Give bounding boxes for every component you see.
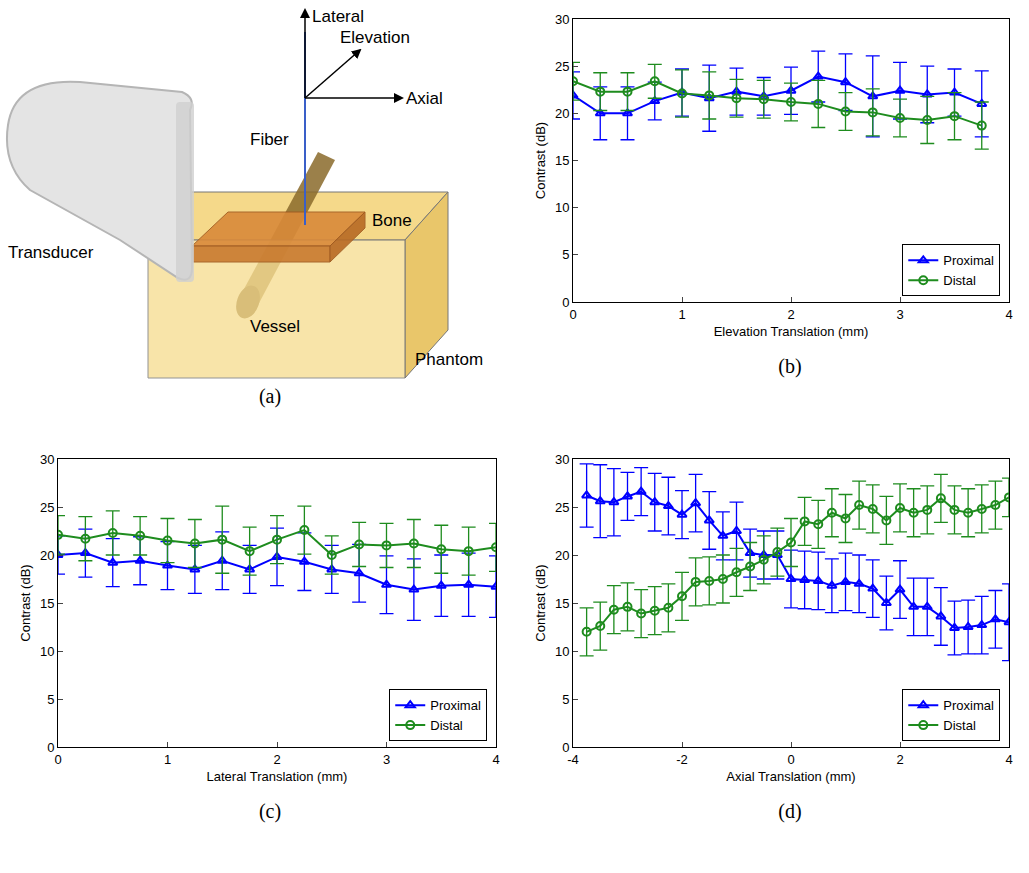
svg-text:Distal: Distal	[430, 718, 463, 733]
svg-text:5: 5	[562, 247, 569, 262]
svg-text:Distal: Distal	[943, 273, 976, 288]
svg-text:Proximal: Proximal	[943, 698, 994, 713]
svg-text:5: 5	[562, 692, 569, 707]
svg-text:20: 20	[40, 548, 54, 563]
html-text:(d): (d)	[778, 800, 802, 822]
svg-text:20: 20	[555, 106, 569, 121]
svg-text:30: 30	[555, 452, 569, 467]
svg-text:Contrast (dB): Contrast (dB)	[533, 564, 548, 641]
svg-text:10: 10	[40, 644, 54, 659]
svg-text:Fiber: Fiber	[250, 130, 289, 149]
html-text:(b): (b)	[778, 355, 802, 377]
svg-text:1: 1	[164, 752, 171, 767]
svg-text:5: 5	[47, 692, 54, 707]
svg-text:2: 2	[787, 307, 794, 322]
svg-text:Axial: Axial	[406, 89, 443, 108]
html-text:(a): (a)	[258, 385, 282, 407]
svg-text:4: 4	[1005, 752, 1012, 767]
svg-text:20: 20	[555, 548, 569, 563]
svg-text:0: 0	[562, 740, 569, 755]
svg-text:15: 15	[555, 153, 569, 168]
svg-text:Lateral Translation (mm): Lateral Translation (mm)	[207, 769, 348, 784]
svg-text:3: 3	[896, 307, 903, 322]
svg-text:30: 30	[40, 452, 54, 467]
svg-text:Phantom: Phantom	[415, 350, 483, 369]
svg-text:-4: -4	[567, 752, 579, 767]
svg-text:Vessel: Vessel	[250, 317, 300, 336]
svg-text:2: 2	[273, 752, 280, 767]
svg-text:1: 1	[678, 307, 685, 322]
svg-text:10: 10	[555, 644, 569, 659]
svg-text:25: 25	[40, 500, 54, 515]
svg-text:Bone: Bone	[372, 211, 412, 230]
svg-text:0: 0	[562, 295, 569, 310]
html-text:(c): (c)	[258, 800, 282, 822]
svg-text:Elevation: Elevation	[340, 28, 410, 47]
svg-text:0: 0	[47, 740, 54, 755]
svg-text:Contrast (dB): Contrast (dB)	[18, 564, 33, 641]
svg-text:25: 25	[555, 500, 569, 515]
svg-text:Axial Translation (mm): Axial Translation (mm)	[726, 769, 855, 784]
svg-text:0: 0	[569, 307, 576, 322]
svg-text:2: 2	[896, 752, 903, 767]
svg-text:Proximal: Proximal	[430, 698, 481, 713]
svg-text:25: 25	[555, 59, 569, 74]
svg-text:0: 0	[787, 752, 794, 767]
svg-text:10: 10	[555, 200, 569, 215]
svg-text:Contrast (dB): Contrast (dB)	[533, 122, 548, 199]
svg-text:Elevation Translation (mm): Elevation Translation (mm)	[714, 324, 869, 339]
svg-text:4: 4	[492, 752, 499, 767]
svg-text:-2: -2	[676, 752, 688, 767]
svg-text:30: 30	[555, 12, 569, 27]
svg-text:0: 0	[54, 752, 61, 767]
svg-text:15: 15	[40, 596, 54, 611]
svg-text:Proximal: Proximal	[943, 253, 994, 268]
svg-text:Lateral: Lateral	[312, 7, 364, 26]
svg-text:4: 4	[1005, 307, 1012, 322]
svg-text:Distal: Distal	[943, 718, 976, 733]
svg-text:15: 15	[555, 596, 569, 611]
svg-text:Transducer: Transducer	[8, 243, 94, 262]
svg-text:3: 3	[383, 752, 390, 767]
